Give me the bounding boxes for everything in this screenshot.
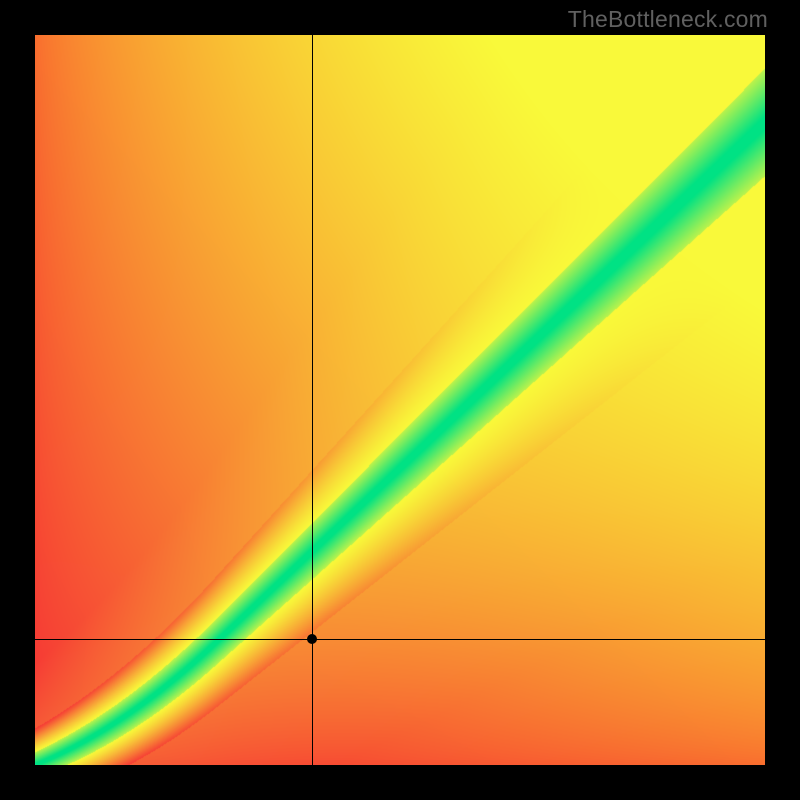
heatmap-plot [35,35,765,765]
crosshair-dot-marker [307,634,317,644]
crosshair-horizontal [35,639,765,640]
crosshair-vertical [312,35,313,765]
watermark-label: TheBottleneck.com [568,6,768,33]
figure-root: TheBottleneck.com [0,0,800,800]
heatmap-canvas [35,35,765,765]
